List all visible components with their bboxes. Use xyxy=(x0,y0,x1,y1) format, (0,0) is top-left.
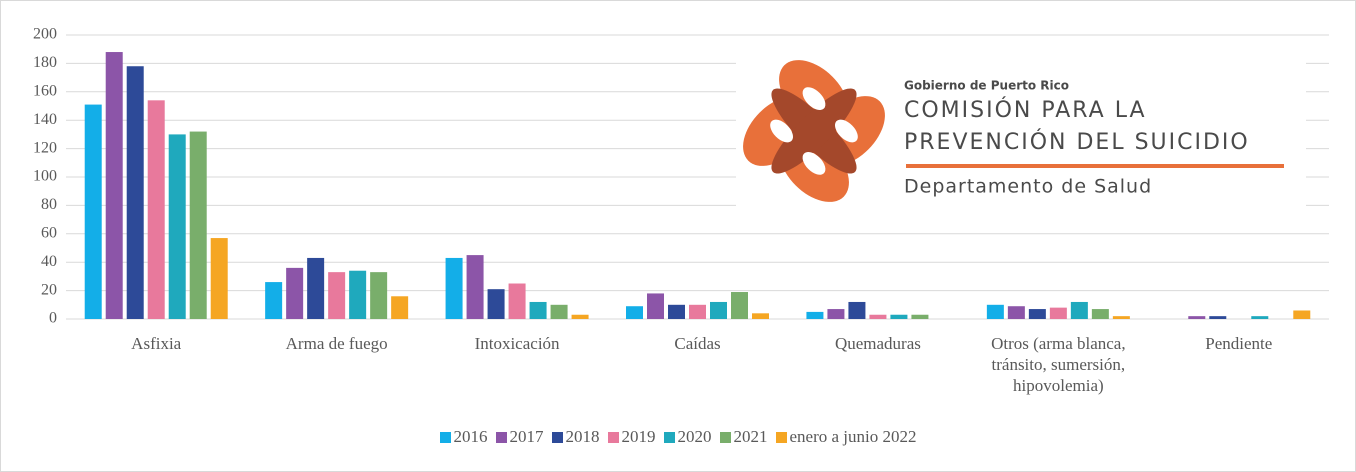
bar xyxy=(286,267,304,319)
bar xyxy=(1049,307,1067,319)
bar xyxy=(1070,301,1088,319)
bar xyxy=(710,301,727,319)
legend-label: 2020 xyxy=(677,427,712,446)
y-tick-label: 100 xyxy=(33,168,57,185)
bar xyxy=(508,283,526,319)
legend-item: 2017 xyxy=(495,427,544,447)
legend-label: 2016 xyxy=(453,427,488,446)
bar xyxy=(189,131,207,319)
x-tick-label: Quemaduras xyxy=(834,334,921,353)
bar xyxy=(349,270,367,319)
bar xyxy=(126,66,144,320)
y-tick-label: 0 xyxy=(49,310,57,327)
x-tick-label: Otros (arma blanca, tránsito, sumersión,… xyxy=(991,334,1126,395)
y-tick-label: 60 xyxy=(41,224,57,241)
logo-band xyxy=(771,88,857,174)
bar xyxy=(1209,316,1227,319)
x-tick-label: Caídas xyxy=(674,334,721,353)
bar xyxy=(370,272,388,319)
bar xyxy=(210,238,228,319)
legend-swatch xyxy=(775,431,787,443)
bar xyxy=(626,306,643,319)
legend-label: 2019 xyxy=(621,427,656,446)
bar xyxy=(265,282,283,319)
bar xyxy=(391,296,409,319)
logo-text: Gobierno de Puerto Rico xyxy=(904,79,1069,93)
logo-hole xyxy=(802,151,826,175)
legend-swatch xyxy=(719,431,731,443)
bar xyxy=(147,100,165,319)
legend-item: 2019 xyxy=(607,427,656,447)
legend-label: 2017 xyxy=(509,427,544,446)
legend-item: 2018 xyxy=(551,427,600,447)
bar xyxy=(731,292,748,319)
bar xyxy=(668,304,685,319)
bar xyxy=(848,301,866,319)
legend-swatch xyxy=(495,431,507,443)
bar xyxy=(827,309,845,319)
bar xyxy=(529,301,547,319)
y-tick-label: 20 xyxy=(41,281,57,298)
bar xyxy=(1188,316,1206,319)
legend-item: enero a junio 2022 xyxy=(775,427,917,447)
logo-hole xyxy=(770,119,794,143)
legend-item: 2021 xyxy=(719,427,768,447)
y-tick-label: 160 xyxy=(33,82,57,99)
bar xyxy=(168,134,186,319)
legend-label: 2021 xyxy=(733,427,768,446)
y-tick-label: 200 xyxy=(33,26,57,43)
logo-text: Departamento de Salud xyxy=(904,176,1152,198)
legend-swatch xyxy=(607,431,619,443)
x-tick-label: Arma de fuego xyxy=(285,334,388,353)
bar xyxy=(466,255,484,319)
legend-item: 2016 xyxy=(439,427,488,447)
bar xyxy=(445,257,463,319)
bar xyxy=(1251,316,1269,319)
bar xyxy=(307,257,325,319)
legend-swatch xyxy=(439,431,451,443)
bar xyxy=(986,304,1004,319)
bar xyxy=(890,314,908,319)
bar xyxy=(1007,306,1025,319)
bar xyxy=(911,314,929,319)
legend-label: 2018 xyxy=(565,427,600,446)
legend-item: 2020 xyxy=(663,427,712,447)
y-tick-label: 140 xyxy=(33,111,57,128)
legend-swatch xyxy=(551,431,563,443)
logo-mark xyxy=(743,60,885,202)
logo-text: PREVENCIÓN DEL SUICIDIO xyxy=(904,129,1250,155)
bar xyxy=(571,314,589,319)
y-tick-label: 180 xyxy=(33,54,57,71)
bar xyxy=(752,313,769,319)
legend: 2016 2017 2018 2019 2020 2021 enero a junio 20… xyxy=(1,427,1355,447)
logo-hole xyxy=(834,119,858,143)
bar xyxy=(550,304,568,319)
legend-swatch xyxy=(663,431,675,443)
x-tick-label: Intoxicación xyxy=(474,334,560,353)
bar xyxy=(647,293,664,319)
y-tick-label: 120 xyxy=(33,139,57,156)
bar xyxy=(1028,309,1046,319)
bar xyxy=(806,311,824,319)
logo-hole xyxy=(802,87,826,111)
bar xyxy=(328,272,346,319)
bar xyxy=(84,104,102,319)
x-tick-label: Asfixia xyxy=(131,334,182,353)
logo-text: COMISIÓN PARA LA xyxy=(904,97,1147,123)
bar xyxy=(487,289,505,319)
bar xyxy=(1091,309,1109,319)
y-tick-label: 80 xyxy=(41,196,57,213)
bar xyxy=(105,52,123,319)
bar xyxy=(1112,316,1130,319)
x-tick-label: Pendiente xyxy=(1205,334,1273,353)
bar xyxy=(869,314,887,319)
bar xyxy=(689,304,706,319)
y-tick-label: 40 xyxy=(41,253,57,270)
legend-label: enero a junio 2022 xyxy=(789,427,917,446)
bar xyxy=(1293,310,1311,319)
